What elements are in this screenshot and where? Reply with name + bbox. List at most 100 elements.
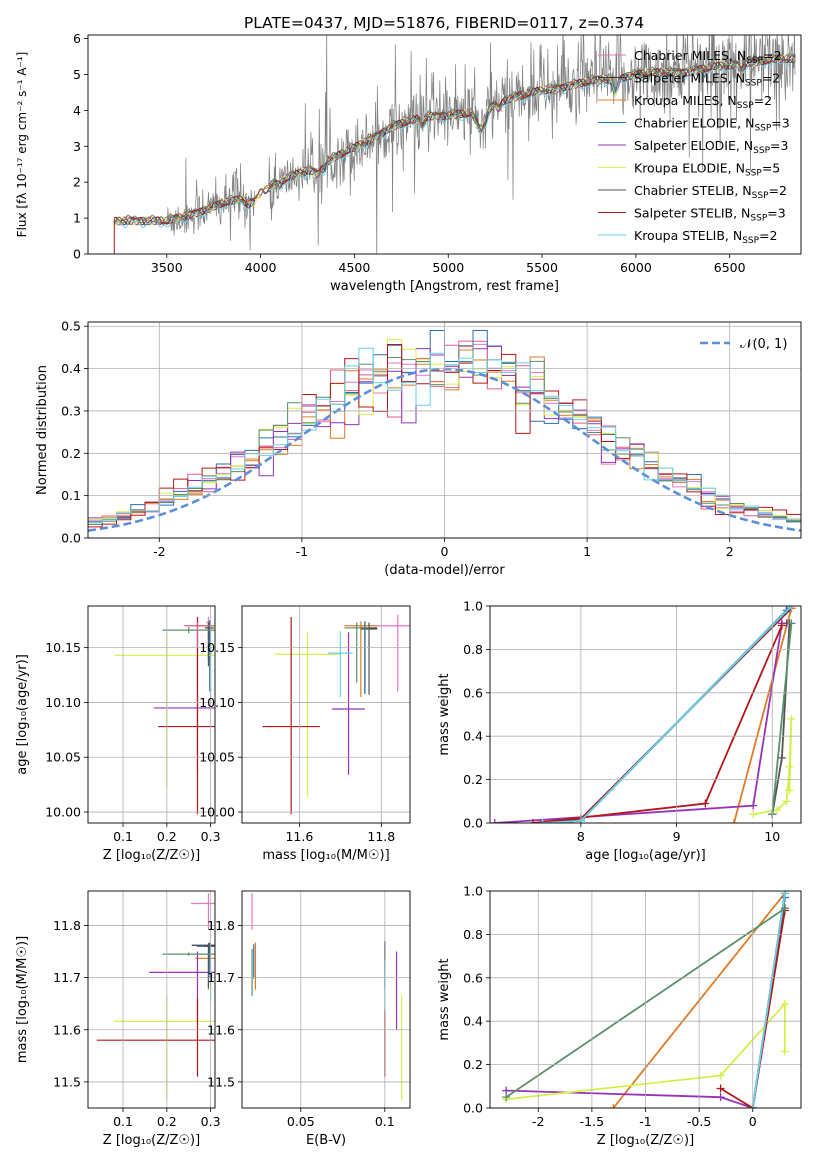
x-tick-label: -1 [639,1114,651,1129]
mass-vs-Z-axes: 0.1 0.2 0.3 11.5 11.6 11.7 11.8 Z [log₁₀(Z/Z☉)]… [15,890,221,1148]
weight-series-marker [785,786,794,795]
legend-entry: Kroupa ELODIE, NSSP=5 [634,161,780,179]
legend-entry: Salpeter ELODIE, NSSP=3 [634,138,788,156]
axes-frame [489,890,802,1109]
weight-series-marker [787,714,796,723]
y-tick-label: 0.2 [61,446,81,461]
x-tick-label: 0.1 [113,829,133,844]
weight-series-marker [787,606,796,610]
y-tick-label: 0.1 [61,488,81,503]
weight-series-marker [773,805,782,814]
x-tick-label: -0.5 [687,1114,711,1129]
weight-series-marker [502,1093,511,1102]
weight-series-marker [782,797,791,806]
x-axis-label: wavelength [Angstrom, rest frame] [330,279,559,294]
x-axis-label: Z [log₁₀(Z/Z☉)] [103,848,200,863]
x-axis-label: mass [log₁₀(M/M☉)] [262,848,389,863]
y-tick-label: 11.5 [207,1074,235,1089]
weight-vs-age-plot-area [490,606,796,823]
x-tick-label: 0 [749,1114,757,1129]
weight-series-marker [777,621,786,630]
weight-series-marker [749,801,758,810]
y-tick-label: 1.0 [463,599,483,614]
weight-vs-age-axes: 8 9 10 0.0 0.2 0.4 0.6 0.8 1.0 age [log₁₀(age/yr)… [437,599,802,863]
x-tick-label: 0.2 [157,829,177,844]
y-axis-label: mass weight [437,958,452,1040]
y-tick-label: 11.5 [53,1074,81,1089]
y-tick-label: 11.8 [207,918,235,933]
residual-histogram-axes: -2 -1 0 1 2 0.0 0.1 0.2 0.3 0.4 0.5 (data-model)/er… [35,319,802,578]
weight-series-line [542,606,793,823]
weight-series-line [542,607,793,823]
y-tick-label: 0.0 [463,1101,483,1116]
y-tick-label: 0.8 [463,927,483,942]
weight-series-marker [490,819,499,823]
y-tick-label: 10.10 [45,695,81,710]
y-tick-label: 0.3 [61,403,81,418]
x-tick-label: 4000 [245,260,277,275]
weight-series-line [542,609,788,823]
weight-series-marker [780,904,789,913]
y-axis-label: mass [log₁₀(M/M☉)] [15,936,30,1063]
weight-series-line [733,607,793,823]
y-tick-label: 1.0 [463,884,483,899]
x-tick-label: -2 [532,1114,544,1129]
x-tick-label: 0.1 [113,1114,133,1129]
y-axis-label: age [log₁₀(age/yr)] [15,654,30,775]
weight-series-marker [716,1071,725,1080]
y-tick-label: 0.4 [463,729,483,744]
legend-entry: Chabrier MILES, NSSP=2 [634,48,782,66]
x-tick-label: 0.1 [375,1114,395,1129]
x-tick-label: 3500 [151,260,183,275]
y-tick-label: 10.05 [45,750,81,765]
x-tick-label: 10 [764,829,780,844]
axes-frame [87,890,216,1109]
weight-series-marker [787,619,796,628]
x-axis-label: age [log₁₀(age/yr)] [585,848,706,863]
legend-entry: Salpeter STELIB, NSSP=3 [634,206,786,224]
x-tick-label: 0.3 [201,829,221,844]
axes-frame [87,321,802,539]
x-tick-label: 1 [583,544,591,559]
y-tick-label: 10.00 [45,805,81,820]
y-axis-label: Normed distribution [35,365,50,495]
y-tick-label: 1 [73,211,81,226]
mass-vs-Z-plot-area [96,893,215,1100]
weight-series-marker [780,1047,789,1056]
x-tick-label: 0 [441,544,449,559]
x-tick-label: -1 [296,544,308,559]
y-tick-label: 10.00 [199,805,235,820]
axes-frame [87,34,802,255]
x-axis-label: Z [log₁₀(Z/Z☉)] [597,1133,694,1148]
weight-series-marker [780,999,789,1008]
y-tick-label: 5 [73,67,81,82]
mass-vs-EBV-plot-area [251,893,403,1100]
age-vs-mass-plot-area [262,614,410,815]
weight-series-marker [785,762,794,771]
legend-entry: Chabrier ELODIE, NSSP=3 [634,116,790,134]
weight-series-marker [716,1084,725,1093]
y-tick-label: 0.5 [61,319,81,334]
mass-vs-EBV-axes: 0.05 0.1 11.5 11.6 11.7 11.8 E(B-V) [207,890,411,1148]
legend-entry: 𝒩(0, 1) [740,337,787,352]
x-tick-label: 5500 [526,260,558,275]
legend-entry: Kroupa MILES, NSSP=2 [634,93,772,111]
x-tick-label: 11.6 [285,829,313,844]
y-tick-label: 0.8 [463,642,483,657]
weight-series-marker [538,819,547,823]
y-tick-label: 0.6 [463,970,483,985]
weight-series-line [771,623,793,815]
y-tick-label: 0.0 [463,816,483,831]
y-tick-label: 11.7 [207,970,235,985]
weight-series-marker [777,753,786,762]
x-tick-label: 0.3 [201,1114,221,1129]
x-tick-label: 0.2 [157,1114,177,1129]
y-tick-label: 11.6 [207,1022,235,1037]
x-tick-label: 6500 [714,260,746,275]
weight-series-marker [749,810,758,819]
y-tick-label: 3 [73,139,81,154]
weight-series-marker [609,1104,618,1108]
x-tick-label: 9 [673,829,681,844]
weight-series-line [720,910,786,1108]
weight-series-marker [701,799,710,808]
